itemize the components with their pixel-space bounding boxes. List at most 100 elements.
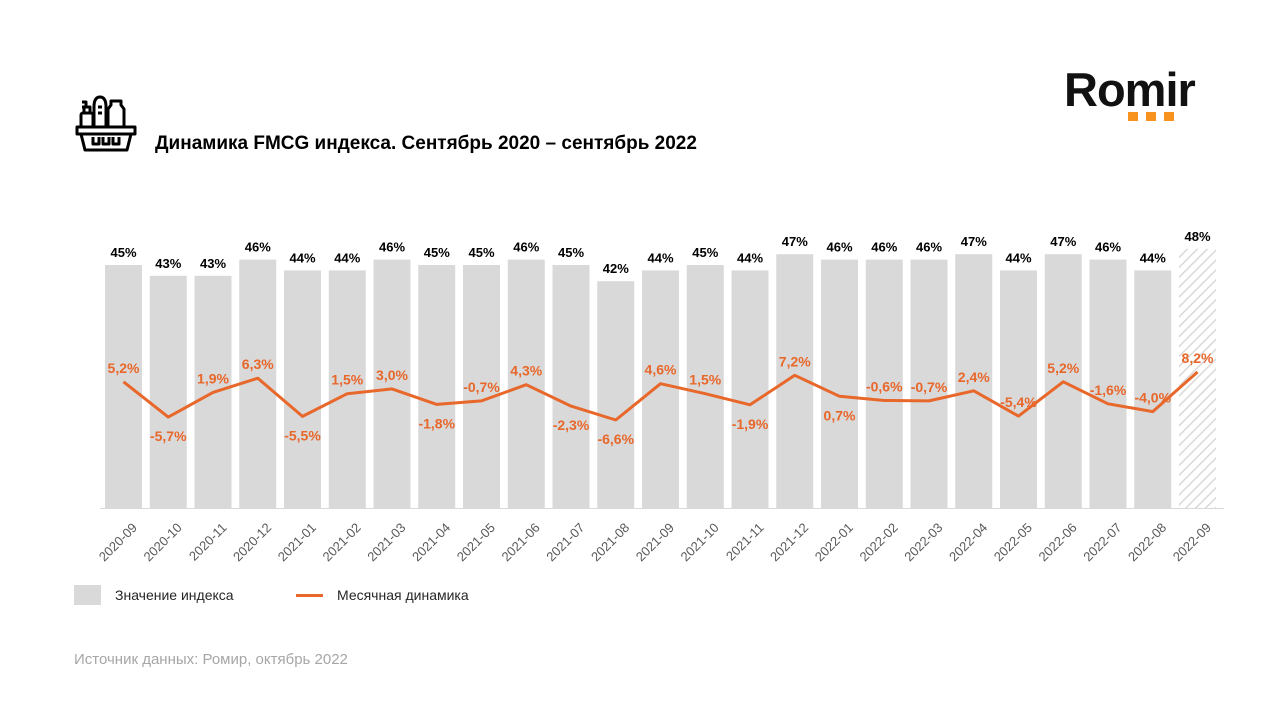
- x-tick-label: 2021-04: [409, 520, 453, 564]
- line-value-label: -4,0%: [1134, 390, 1171, 406]
- x-tick-label: 2022-07: [1080, 520, 1124, 564]
- bar-value-label: 44%: [737, 250, 763, 265]
- bar-value-label: 43%: [200, 256, 226, 271]
- bar-value-label: 45%: [468, 245, 494, 260]
- x-tick-label: 2021-01: [275, 520, 319, 564]
- line-value-label: 5,2%: [1047, 360, 1079, 376]
- bar: [597, 281, 635, 508]
- logo-dot: [1164, 112, 1174, 121]
- line-value-label: -5,4%: [1000, 394, 1037, 410]
- bar-value-label: 45%: [692, 245, 718, 260]
- bar-value-label: 46%: [871, 240, 897, 255]
- bar-value-label: 44%: [289, 250, 315, 265]
- shopping-basket-icon: [75, 95, 137, 152]
- bar-labels: 45% 43% 43% 46% 44% 44% 46% 45% 45% 46% 45% 42% 44% 4…: [110, 229, 1210, 276]
- x-tick-label: 2021-07: [543, 520, 587, 564]
- bar-value-label: 42%: [603, 261, 629, 276]
- bar: [105, 265, 142, 508]
- bar-value-label: 47%: [961, 234, 987, 249]
- bar: [328, 270, 366, 508]
- x-tick-label: 2022-08: [1125, 520, 1169, 564]
- line-value-label: 7,2%: [779, 353, 811, 369]
- data-source-note: Источник данных: Ромир, октябрь 2022: [74, 651, 348, 668]
- bar-forecast: [1179, 248, 1216, 509]
- line-labels: 5,2% -5,7% 1,9% 6,3% -5,5% 1,5% 3,0% -1,8% -0,7%…: [108, 350, 1214, 447]
- legend-item-index: Значение индекса: [74, 585, 234, 605]
- x-tick-label: 2022-02: [856, 520, 900, 564]
- bar-value-label: 47%: [782, 234, 808, 249]
- line-value-label: 2,4%: [958, 369, 990, 385]
- x-tick-label: 2021-11: [723, 520, 767, 564]
- bar: [552, 265, 590, 508]
- bar: [1089, 259, 1127, 508]
- bar: [284, 270, 321, 508]
- x-tick-label: 2022-06: [1035, 520, 1079, 564]
- bar: [463, 265, 500, 508]
- x-tick-label: 2021-03: [364, 520, 408, 564]
- bar-value-label: 48%: [1184, 229, 1210, 244]
- bar: [1134, 270, 1172, 508]
- line-value-label: -0,6%: [866, 379, 903, 395]
- bar: [821, 259, 858, 508]
- x-tick-label: 2022-09: [1170, 520, 1214, 564]
- bar-value-label: 43%: [155, 256, 181, 271]
- x-tick-label: 2022-01: [812, 520, 856, 564]
- line-value-label: -5,5%: [284, 427, 321, 443]
- bar: [149, 275, 187, 508]
- chart-title: Динамика FMCG индекса. Сентябрь 2020 – с…: [155, 133, 697, 154]
- line-value-label: -0,7%: [911, 379, 948, 395]
- line-value-label: 4,3%: [510, 363, 542, 379]
- bar-value-label: 44%: [1005, 250, 1031, 265]
- legend-item-dynamics: Месячная динамика: [296, 585, 469, 605]
- legend-label-dynamics: Месячная динамика: [337, 587, 469, 603]
- x-tick-label: 2022-03: [901, 520, 945, 564]
- bar-value-label: 45%: [424, 245, 450, 260]
- bar-value-label: 44%: [647, 250, 673, 265]
- x-tick-label: 2021-10: [677, 520, 721, 564]
- bar-value-label: 46%: [1095, 240, 1121, 255]
- x-tick-label: 2021-09: [633, 520, 677, 564]
- x-tick-label: 2021-12: [767, 520, 811, 564]
- bar-value-label: 47%: [1050, 234, 1076, 249]
- line-value-label: -1,9%: [732, 416, 769, 432]
- bar: [686, 265, 724, 508]
- bar-value-label: 45%: [558, 245, 584, 260]
- bar: [239, 259, 277, 508]
- x-tick-label: 2020-09: [96, 520, 140, 564]
- bar-series: [105, 248, 1216, 509]
- x-tick-label: 2021-06: [498, 520, 542, 564]
- bar: [1000, 270, 1037, 508]
- x-tick-label: 2020-12: [230, 520, 274, 564]
- x-tick-label: 2021-02: [319, 520, 363, 564]
- x-tick-label: 2022-04: [946, 520, 990, 564]
- line-value-label: -5,7%: [150, 428, 187, 444]
- line-value-label: -2,3%: [553, 417, 590, 433]
- bar: [955, 254, 993, 508]
- bar: [373, 259, 411, 508]
- line-value-label: -6,6%: [597, 431, 634, 447]
- line-value-label: 1,9%: [197, 370, 229, 386]
- line-value-label: 6,3%: [242, 356, 274, 372]
- bar: [418, 265, 456, 508]
- bar-value-label: 46%: [916, 240, 942, 255]
- bar-value-label: 44%: [334, 250, 360, 265]
- logo-dots: [1128, 112, 1174, 121]
- bar: [642, 270, 679, 508]
- line-value-label: 0,7%: [824, 407, 856, 423]
- line-value-label: -1,6%: [1090, 382, 1127, 398]
- line-value-label: 8,2%: [1182, 350, 1214, 366]
- line-value-label: -1,8%: [418, 415, 455, 431]
- bar-value-label: 46%: [513, 240, 539, 255]
- x-tick-label: 2022-05: [991, 520, 1035, 564]
- x-tick-label: 2021-08: [588, 520, 632, 564]
- bar-value-label: 46%: [826, 240, 852, 255]
- x-tick-label: 2021-05: [454, 520, 498, 564]
- bar: [910, 259, 948, 508]
- legend-swatch-bar: [74, 585, 101, 605]
- line-value-label: -0,7%: [463, 379, 500, 395]
- line-value-label: 1,5%: [331, 372, 363, 388]
- line-value-label: 1,5%: [689, 372, 721, 388]
- bar-value-label: 45%: [110, 245, 136, 260]
- romir-logo: Romir: [1064, 66, 1196, 121]
- bar: [865, 259, 903, 508]
